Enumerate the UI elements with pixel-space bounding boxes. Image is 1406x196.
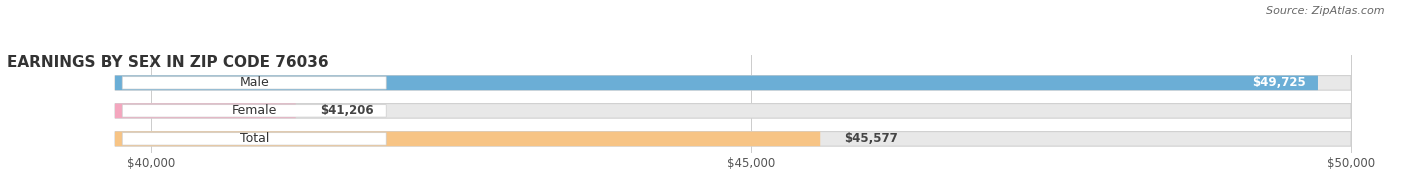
- FancyBboxPatch shape: [115, 76, 1317, 90]
- Text: $41,206: $41,206: [319, 104, 374, 117]
- FancyBboxPatch shape: [115, 76, 1351, 90]
- Text: $49,725: $49,725: [1253, 76, 1306, 89]
- FancyBboxPatch shape: [122, 105, 387, 117]
- Text: $45,577: $45,577: [844, 132, 898, 145]
- Text: Male: Male: [239, 76, 269, 89]
- FancyBboxPatch shape: [115, 104, 1351, 118]
- FancyBboxPatch shape: [122, 77, 387, 89]
- FancyBboxPatch shape: [115, 132, 1351, 146]
- FancyBboxPatch shape: [115, 132, 820, 146]
- FancyBboxPatch shape: [115, 104, 295, 118]
- Text: EARNINGS BY SEX IN ZIP CODE 76036: EARNINGS BY SEX IN ZIP CODE 76036: [7, 55, 329, 70]
- Text: Female: Female: [232, 104, 277, 117]
- Text: Source: ZipAtlas.com: Source: ZipAtlas.com: [1267, 6, 1385, 16]
- FancyBboxPatch shape: [122, 133, 387, 145]
- Text: Total: Total: [239, 132, 269, 145]
